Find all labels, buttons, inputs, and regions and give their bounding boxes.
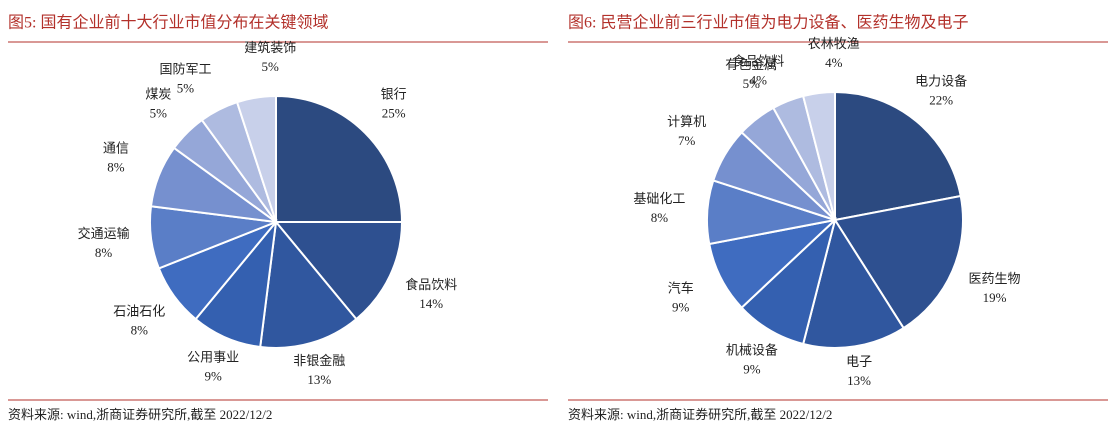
- source: 资料来源: wind,浙商证券研究所,截至 2022/12/2: [8, 407, 272, 422]
- slice-value-label: 5%: [262, 59, 280, 74]
- slice-value-label: 8%: [95, 245, 113, 260]
- slice-value-label: 22%: [929, 93, 953, 108]
- slice-label: 食品饮料: [405, 277, 457, 292]
- slice-label: 公用事业: [187, 349, 239, 364]
- slice-label: 电力设备: [915, 74, 967, 89]
- chart-title: 图5: 国有企业前十大行业市值分布在关键领域: [8, 14, 328, 32]
- slice-value-label: 13%: [307, 372, 331, 387]
- pie-slice: [834, 90, 962, 222]
- slice-label: 建筑装饰: [244, 40, 296, 55]
- slice-value-label: 9%: [743, 361, 761, 376]
- slice-value-label: 5%: [743, 76, 761, 91]
- slice-label: 食品饮料: [732, 54, 784, 69]
- slice-value-label: 5%: [177, 81, 195, 96]
- pie-slice: [273, 221, 404, 321]
- slice-label: 石油石化: [113, 303, 165, 318]
- slice-value-label: 8%: [651, 210, 669, 225]
- slice-label: 银行: [381, 86, 407, 101]
- slice-value-label: 4%: [825, 55, 843, 70]
- slice-value-label: 8%: [131, 322, 149, 337]
- pie-slice: [801, 90, 836, 221]
- pie-slice: [259, 219, 358, 349]
- slice-label: 交通运输: [78, 226, 130, 241]
- pie-slice: [833, 194, 964, 330]
- slice-label: 有色金属: [725, 57, 777, 72]
- slice-value-label: 9%: [672, 300, 690, 315]
- slice-label: 煤炭: [145, 86, 171, 101]
- slice-value-label: 25%: [382, 105, 406, 120]
- slice-value-label: 8%: [107, 160, 125, 175]
- slice-value-label: 9%: [204, 368, 222, 383]
- slice-label: 基础化工: [633, 191, 685, 206]
- slice-label: 国防军工: [159, 62, 211, 77]
- slice-label: 汽车: [668, 281, 694, 296]
- slice-label: 计算机: [667, 114, 706, 129]
- slice-value-label: 7%: [678, 133, 696, 148]
- slice-value-label: 5%: [150, 105, 168, 120]
- slice-label: 通信: [103, 141, 129, 156]
- slice-label: 医药生物: [969, 271, 1021, 286]
- slice-value-label: 13%: [847, 373, 871, 388]
- pie-slice: [275, 94, 404, 223]
- slice-value-label: 19%: [983, 290, 1007, 305]
- slice-value-label: 4%: [750, 73, 768, 88]
- pie-slice: [235, 94, 277, 223]
- slice-label: 农林牧渔: [808, 36, 860, 51]
- pie-slice: [801, 217, 905, 349]
- slice-label: 机械设备: [726, 342, 778, 357]
- slice-label: 电子: [846, 354, 872, 369]
- chart-title: 图6: 民营企业前三行业市值为电力设备、医药生物及电子: [568, 14, 968, 32]
- source: 资料来源: wind,浙商证券研究所,截至 2022/12/2: [568, 407, 832, 422]
- slice-label: 非银金融: [293, 353, 345, 368]
- slice-value-label: 14%: [419, 296, 443, 311]
